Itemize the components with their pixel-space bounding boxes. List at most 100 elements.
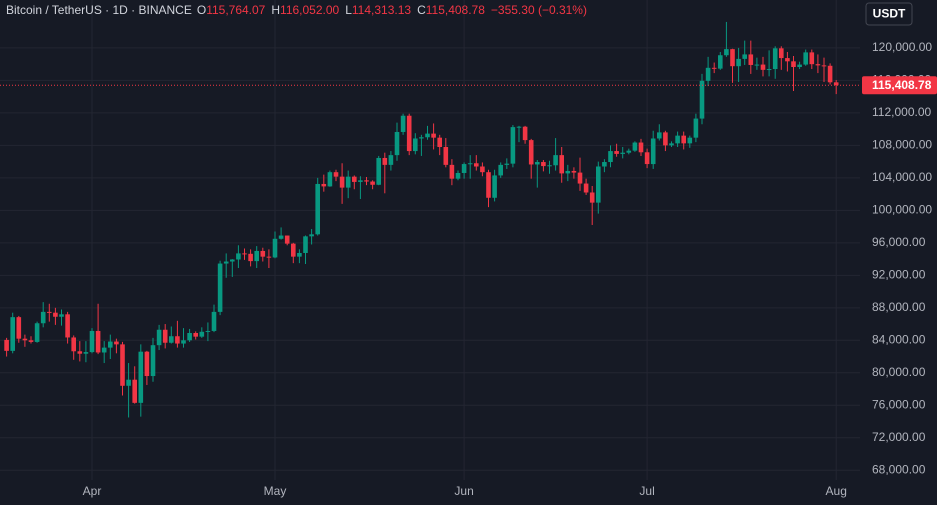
- candle-body: [791, 61, 796, 68]
- candle-body: [419, 137, 424, 139]
- candle-body: [406, 115, 412, 152]
- candle-body: [449, 164, 455, 179]
- candle-body: [693, 118, 699, 138]
- x-tick-label: Jun: [454, 484, 473, 498]
- candle-body: [772, 48, 778, 70]
- candle-body: [333, 172, 339, 177]
- candle-body: [571, 170, 577, 173]
- candle-body: [47, 311, 52, 313]
- candle-body: [114, 341, 119, 345]
- candle-body: [217, 263, 223, 312]
- symbol: Bitcoin / TetherUS · 1D · BINANCE: [6, 3, 192, 17]
- candle-body: [620, 152, 625, 154]
- candle-body: [89, 330, 95, 353]
- candle-body: [339, 176, 345, 188]
- candle-body: [583, 183, 589, 193]
- candle-body: [711, 67, 717, 69]
- last-price-label: 115,408.78: [872, 78, 932, 92]
- change: −355.30 (−0.31%): [490, 3, 587, 17]
- candle-body: [742, 54, 747, 59]
- candle-body: [248, 253, 253, 262]
- grid: [0, 0, 860, 480]
- candle-body: [632, 142, 638, 151]
- candle-body: [553, 155, 558, 166]
- candle-body: [821, 65, 827, 67]
- ohlc-key: O: [196, 3, 207, 17]
- ohlc-key: L: [345, 3, 352, 17]
- candle-body: [272, 238, 278, 258]
- candle-body: [22, 338, 28, 341]
- candle-body: [284, 235, 290, 244]
- ohlc-value: 114,313.13: [351, 3, 412, 17]
- currency[interactable]: USDT: [873, 7, 906, 21]
- x-tick-label: Jul: [639, 484, 654, 498]
- candle-body: [230, 259, 235, 262]
- candle-body: [803, 52, 808, 65]
- candle-body: [95, 330, 101, 353]
- candle-body: [120, 344, 125, 386]
- candle-body: [4, 339, 9, 351]
- currency-box[interactable]: [865, 2, 913, 26]
- candle-body: [486, 172, 491, 198]
- x-tick-label: Aug: [826, 484, 847, 498]
- candle-body: [766, 69, 772, 71]
- candle-body: [71, 337, 76, 352]
- candle-body: [10, 317, 15, 351]
- candle-body: [376, 157, 381, 185]
- y-tick-label: 112,000.00: [872, 105, 931, 119]
- candle-body: [748, 54, 754, 65]
- candle-body: [528, 140, 534, 165]
- candle-body: [260, 250, 266, 257]
- candle-body: [559, 155, 564, 174]
- candle-body: [83, 352, 89, 354]
- candle-body: [492, 175, 497, 198]
- candle-body: [681, 135, 686, 144]
- candle-body: [547, 165, 552, 167]
- candle-body: [321, 183, 327, 187]
- candle-body: [510, 127, 516, 164]
- candle-body: [291, 243, 296, 257]
- candle-body: [626, 150, 632, 153]
- candle-body: [565, 170, 571, 174]
- candle-body: [181, 340, 186, 344]
- candle-body: [150, 345, 156, 377]
- x-tick-label: May: [264, 484, 287, 498]
- candle-body: [388, 155, 394, 165]
- ohlc-value: 116,052.00: [280, 3, 340, 17]
- candle-body: [187, 332, 192, 341]
- candle-body: [833, 82, 839, 86]
- candle-body: [779, 48, 784, 59]
- candle-body: [370, 181, 375, 185]
- candle-body: [352, 176, 357, 182]
- candle-body: [541, 162, 546, 167]
- y-tick-label: 92,000.00: [872, 268, 926, 282]
- legend: Bitcoin / TetherUS · 1D · BINANCE O115,76…: [6, 3, 593, 17]
- candle-body: [614, 151, 619, 154]
- candle-body: [577, 172, 583, 184]
- candle-body: [162, 329, 168, 343]
- candle-body: [169, 336, 174, 343]
- candle-body: [40, 311, 46, 324]
- candle-body: [589, 192, 595, 203]
- y-tick-label: 100,000.00: [872, 203, 932, 217]
- candle-body: [223, 261, 229, 264]
- y-tick-label: 72,000.00: [872, 430, 926, 444]
- candle-body: [522, 126, 528, 141]
- candle-body: [345, 176, 351, 188]
- candle-body: [431, 133, 436, 138]
- candle-body: [785, 58, 790, 62]
- candle-body: [657, 132, 662, 139]
- candle-body: [669, 143, 674, 146]
- candle-body: [809, 52, 815, 65]
- ohlc-key: H: [271, 3, 281, 17]
- candle-body: [516, 126, 522, 128]
- candle-body: [602, 162, 607, 167]
- candle-body: [535, 162, 540, 165]
- candle-body: [815, 64, 821, 66]
- candle-body: [724, 49, 729, 56]
- candle-body: [650, 138, 656, 165]
- candle-body: [315, 183, 320, 235]
- candle-body: [644, 152, 650, 165]
